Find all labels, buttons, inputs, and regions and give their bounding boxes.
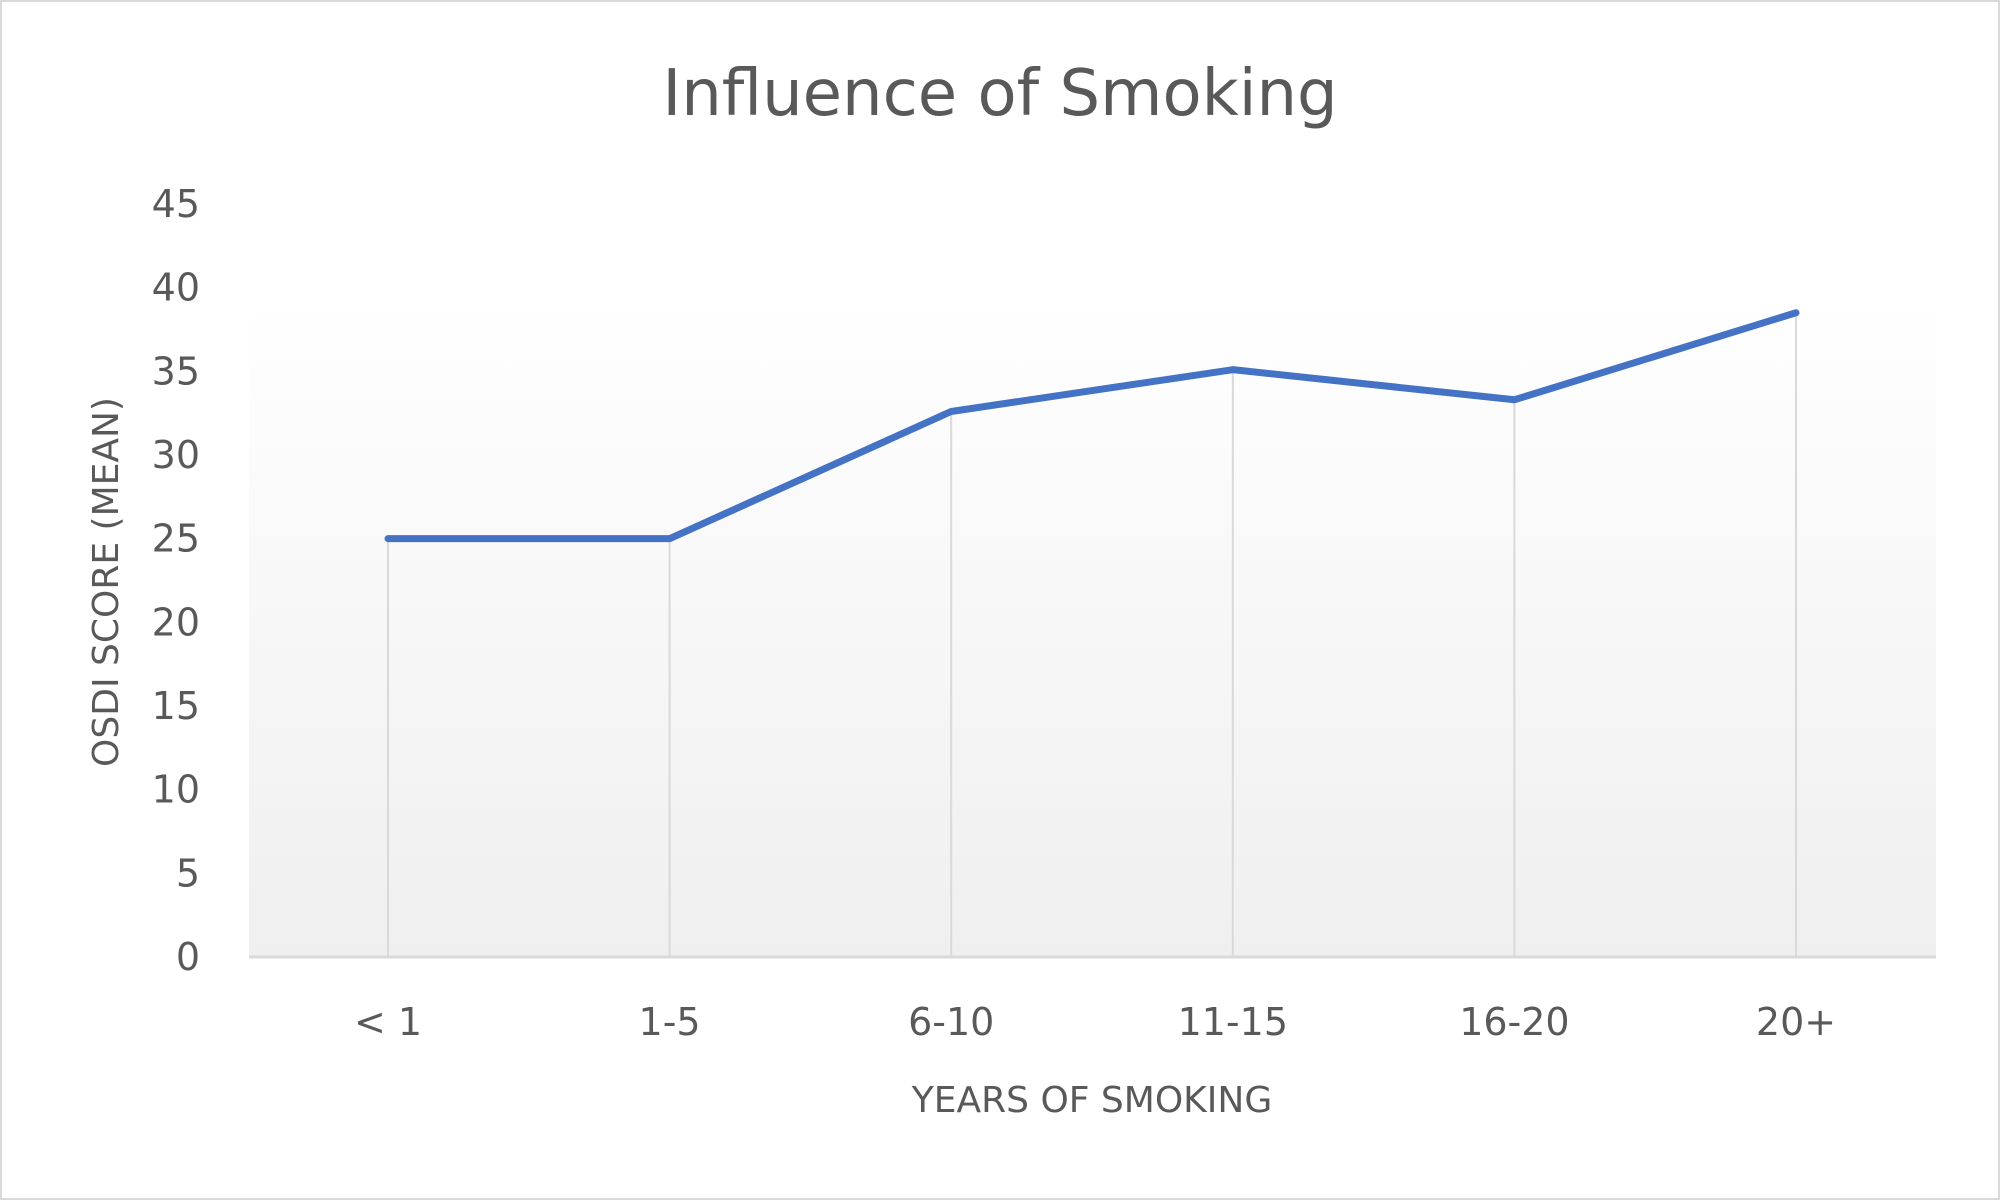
y-tick-label: 25 <box>152 517 200 561</box>
x-tick-label: 20+ <box>1756 1000 1836 1044</box>
series-line <box>384 309 1800 543</box>
y-tick-label: 10 <box>152 768 200 812</box>
x-tick-label: 11-15 <box>1178 1000 1288 1044</box>
plot-area <box>249 298 1936 957</box>
y-tick-label: 15 <box>152 684 200 728</box>
y-axis-title: OSDI SCORE (MEAN) <box>86 397 127 767</box>
y-tick-label: 30 <box>152 433 200 477</box>
chart-title: Influence of Smoking <box>662 57 1337 131</box>
x-tick-label: < 1 <box>354 1000 422 1044</box>
y-tick-label: 0 <box>176 935 200 979</box>
y-tick-label: 5 <box>176 851 200 895</box>
y-tick-label: 40 <box>152 266 200 310</box>
y-tick-label: 20 <box>152 600 200 644</box>
y-tick-label: 35 <box>152 349 200 393</box>
x-axis-title: YEARS OF SMOKING <box>911 1080 1272 1121</box>
x-tick-label: 16-20 <box>1459 1000 1569 1044</box>
x-tick-label: 1-5 <box>639 1000 701 1044</box>
x-tick-label: 6-10 <box>908 1000 994 1044</box>
y-tick-label: 45 <box>152 182 200 226</box>
